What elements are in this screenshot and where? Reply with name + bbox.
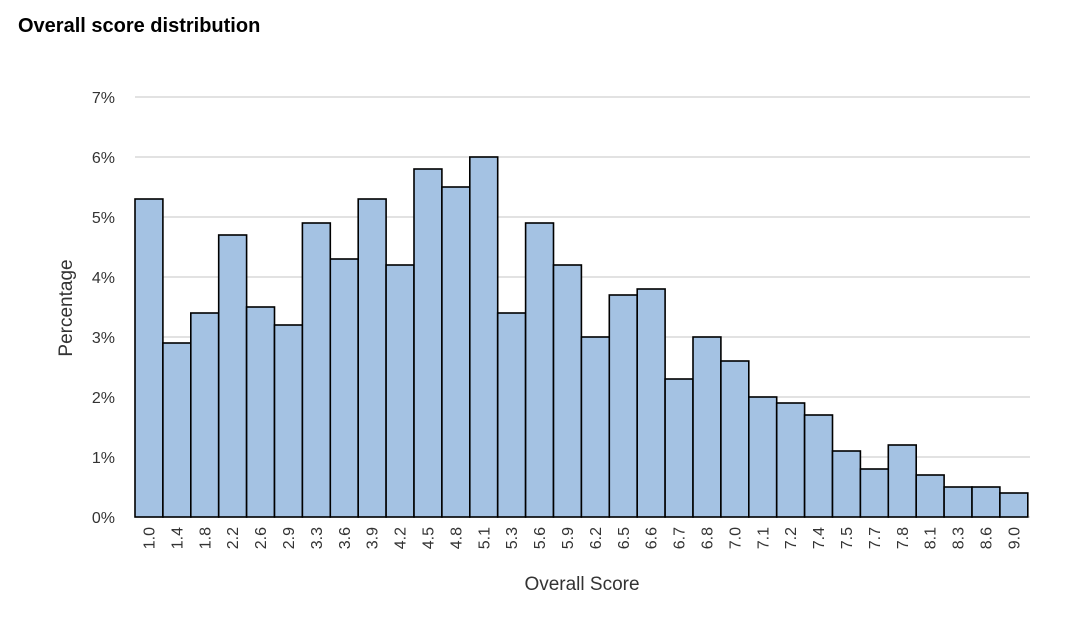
y-axis-label: Percentage (56, 259, 77, 356)
bar (524, 222, 555, 518)
bar (496, 312, 527, 518)
x-tick-label: 3.6 (337, 527, 354, 549)
bar (915, 474, 945, 518)
y-tick-label: 7% (92, 90, 115, 107)
x-tick-label: 6.5 (616, 527, 633, 549)
bar (664, 378, 694, 518)
y-tick-label: 0% (92, 510, 115, 527)
x-tick-label: 2.6 (253, 527, 270, 549)
x-axis-label: Overall Score (524, 574, 639, 595)
x-tick-label: 6.7 (672, 527, 689, 549)
x-tick-label: 8.1 (923, 527, 940, 549)
bar (580, 336, 611, 518)
y-tick-label: 5% (92, 210, 115, 227)
x-tick-label: 7.4 (811, 527, 828, 549)
bar (385, 264, 415, 518)
bar (608, 294, 638, 518)
y-axis-ticks: 0% 1% 2% 3% 4% 5% 6% 7% (92, 90, 115, 527)
bar (859, 468, 890, 518)
x-tick-label: 1.8 (197, 527, 214, 549)
x-tick-label: 7.8 (895, 527, 912, 549)
bar (245, 306, 276, 518)
x-tick-label: 3.9 (365, 527, 382, 549)
x-tick-label: 6.6 (644, 527, 661, 549)
x-tick-label: 4.8 (448, 527, 465, 549)
bar (468, 156, 499, 518)
x-tick-label: 7.7 (867, 527, 884, 549)
bar (775, 402, 806, 518)
x-tick-label: 4.2 (393, 527, 410, 549)
x-tick-label: 6.2 (588, 527, 605, 549)
x-tick-label: 4.5 (420, 527, 437, 549)
bar (134, 198, 164, 518)
y-tick-label: 4% (92, 270, 115, 287)
x-tick-label: 7.5 (839, 527, 856, 549)
bar (329, 258, 359, 518)
x-tick-label: 7.0 (727, 527, 744, 549)
y-tick-label: 2% (92, 390, 115, 407)
y-tick-label: 1% (92, 450, 115, 467)
x-tick-label: 2.9 (281, 527, 298, 549)
bar (971, 486, 1001, 518)
x-tick-label: 9.0 (1006, 527, 1023, 549)
chart-title: Overall score distribution (18, 15, 261, 37)
bar (999, 492, 1029, 518)
x-tick-label: 1.4 (169, 527, 186, 549)
bar (162, 342, 192, 518)
bar (692, 336, 722, 518)
bar (357, 198, 387, 518)
bar (552, 264, 583, 518)
x-tick-label: 5.3 (504, 527, 521, 549)
bar (747, 396, 778, 518)
x-tick-label: 7.2 (783, 527, 800, 549)
x-tick-label: 7.1 (755, 527, 772, 549)
bar (803, 414, 834, 518)
bar (190, 312, 220, 518)
bar (831, 450, 862, 518)
bars (134, 156, 1029, 518)
y-tick-label: 6% (92, 150, 115, 167)
x-axis-ticks: 1.0 1.4 1.8 2.2 2.6 2.9 3.3 3.6 3.9 4.2 4.5 4.8 5.1 5… (141, 527, 1023, 549)
x-tick-label: 5.1 (476, 527, 493, 549)
y-tick-label: 3% (92, 330, 115, 347)
bar (413, 168, 443, 518)
x-tick-label: 3.3 (309, 527, 326, 549)
x-tick-label: 1.0 (141, 527, 158, 549)
bar (273, 324, 304, 518)
bar (887, 444, 917, 518)
bar (441, 186, 471, 518)
bar (720, 360, 750, 518)
bar (217, 234, 248, 518)
x-tick-label: 6.8 (699, 527, 716, 549)
bar (943, 486, 973, 518)
x-tick-label: 2.2 (225, 527, 242, 549)
x-tick-label: 8.6 (978, 527, 995, 549)
x-tick-label: 5.6 (532, 527, 549, 549)
x-tick-label: 5.9 (560, 527, 577, 549)
bar (636, 288, 666, 518)
bar (301, 222, 332, 518)
x-tick-label: 8.3 (951, 527, 968, 549)
